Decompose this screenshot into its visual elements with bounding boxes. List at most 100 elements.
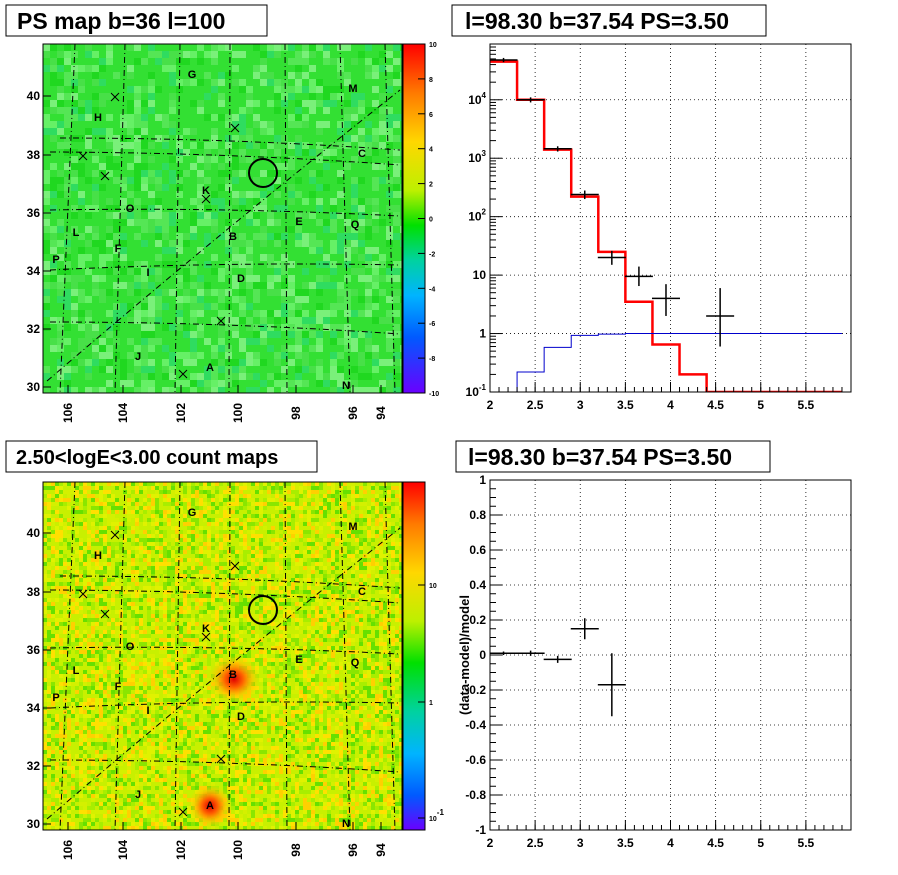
texture-cell bbox=[247, 530, 251, 534]
texture-cell bbox=[351, 498, 355, 502]
texture-cell bbox=[358, 352, 365, 359]
texture-cell bbox=[307, 542, 311, 546]
texture-cell bbox=[302, 114, 309, 121]
texture-cell bbox=[55, 494, 59, 498]
texture-cell bbox=[175, 502, 179, 506]
texture-cell bbox=[279, 654, 283, 658]
texture-cell bbox=[379, 642, 383, 646]
texture-cell bbox=[211, 602, 215, 606]
texture-cell bbox=[47, 598, 51, 602]
texture-cell bbox=[391, 678, 395, 682]
texture-cell bbox=[99, 184, 106, 191]
texture-cell bbox=[275, 542, 279, 546]
texture-cell bbox=[67, 482, 71, 486]
texture-cell bbox=[190, 226, 197, 233]
texture-cell bbox=[335, 618, 339, 622]
texture-cell bbox=[395, 610, 399, 614]
texture-cell bbox=[51, 690, 55, 694]
texture-cell bbox=[255, 582, 259, 586]
texture-cell bbox=[315, 630, 319, 634]
texture-cell bbox=[359, 618, 363, 622]
texture-cell bbox=[279, 618, 283, 622]
texture-cell bbox=[331, 630, 335, 634]
texture-cell bbox=[167, 674, 171, 678]
texture-cell bbox=[47, 514, 51, 518]
texture-cell bbox=[162, 303, 169, 310]
texture-cell bbox=[400, 44, 402, 51]
texture-cell bbox=[151, 558, 155, 562]
texture-cell bbox=[383, 650, 387, 654]
texture-cell bbox=[239, 107, 246, 114]
texture-cell bbox=[135, 674, 139, 678]
texture-cell bbox=[87, 590, 91, 594]
texture-cell bbox=[399, 634, 402, 638]
texture-cell bbox=[330, 352, 337, 359]
texture-cell bbox=[111, 554, 115, 558]
texture-cell bbox=[147, 534, 151, 538]
texture-cell bbox=[239, 296, 246, 303]
texture-cell bbox=[335, 590, 339, 594]
texture-cell bbox=[111, 682, 115, 686]
texture-cell bbox=[135, 606, 139, 610]
texture-cell bbox=[339, 622, 343, 626]
texture-cell bbox=[51, 662, 55, 666]
texture-cell bbox=[106, 359, 113, 366]
texture-cell bbox=[115, 670, 119, 674]
texture-cell bbox=[115, 622, 119, 626]
texture-cell bbox=[311, 614, 315, 618]
texture-cell bbox=[391, 550, 395, 554]
texture-cell bbox=[344, 219, 351, 226]
texture-cell bbox=[43, 373, 50, 380]
texture-cell bbox=[99, 296, 106, 303]
texture-cell bbox=[119, 582, 123, 586]
texture-cell bbox=[309, 317, 316, 324]
texture-cell bbox=[239, 582, 243, 586]
texture-cell bbox=[379, 638, 383, 642]
texture-cell bbox=[243, 558, 247, 562]
texture-cell bbox=[151, 546, 155, 550]
texture-cell bbox=[143, 538, 147, 542]
texture-cell bbox=[43, 219, 50, 226]
texture-cell bbox=[231, 642, 235, 646]
source-label-N: N bbox=[342, 380, 350, 392]
texture-cell bbox=[43, 686, 47, 690]
texture-cell bbox=[183, 638, 187, 642]
texture-cell bbox=[327, 494, 331, 498]
texture-cell bbox=[151, 486, 155, 490]
texture-cell bbox=[64, 184, 71, 191]
texture-cell bbox=[179, 670, 183, 674]
texture-cell bbox=[365, 65, 372, 72]
texture-cell bbox=[363, 538, 367, 542]
texture-cell bbox=[155, 226, 162, 233]
texture-cell bbox=[95, 486, 99, 490]
texture-cell bbox=[347, 614, 351, 618]
texture-cell bbox=[253, 275, 260, 282]
texture-cell bbox=[211, 614, 215, 618]
texture-cell bbox=[363, 638, 367, 642]
texture-cell bbox=[239, 542, 243, 546]
texture-cell bbox=[275, 546, 279, 550]
x-tick-label: 106 bbox=[61, 403, 75, 423]
texture-cell bbox=[169, 72, 176, 79]
texture-cell bbox=[135, 538, 139, 542]
texture-cell bbox=[253, 310, 260, 317]
texture-cell bbox=[251, 590, 255, 594]
texture-cell bbox=[331, 538, 335, 542]
texture-cell bbox=[59, 502, 63, 506]
texture-cell bbox=[311, 538, 315, 542]
texture-cell bbox=[95, 538, 99, 542]
texture-cell bbox=[183, 674, 187, 678]
texture-cell bbox=[115, 518, 119, 522]
texture-cell bbox=[147, 558, 151, 562]
texture-cell bbox=[375, 686, 379, 690]
texture-cell bbox=[120, 233, 127, 240]
texture-cell bbox=[291, 666, 295, 670]
texture-cell bbox=[267, 558, 271, 562]
texture-cell bbox=[267, 100, 274, 107]
texture-cell bbox=[299, 590, 303, 594]
texture-cell bbox=[386, 44, 393, 51]
texture-cell bbox=[85, 359, 92, 366]
texture-cell bbox=[311, 658, 315, 662]
texture-cell bbox=[119, 506, 123, 510]
texture-cell bbox=[379, 666, 383, 670]
